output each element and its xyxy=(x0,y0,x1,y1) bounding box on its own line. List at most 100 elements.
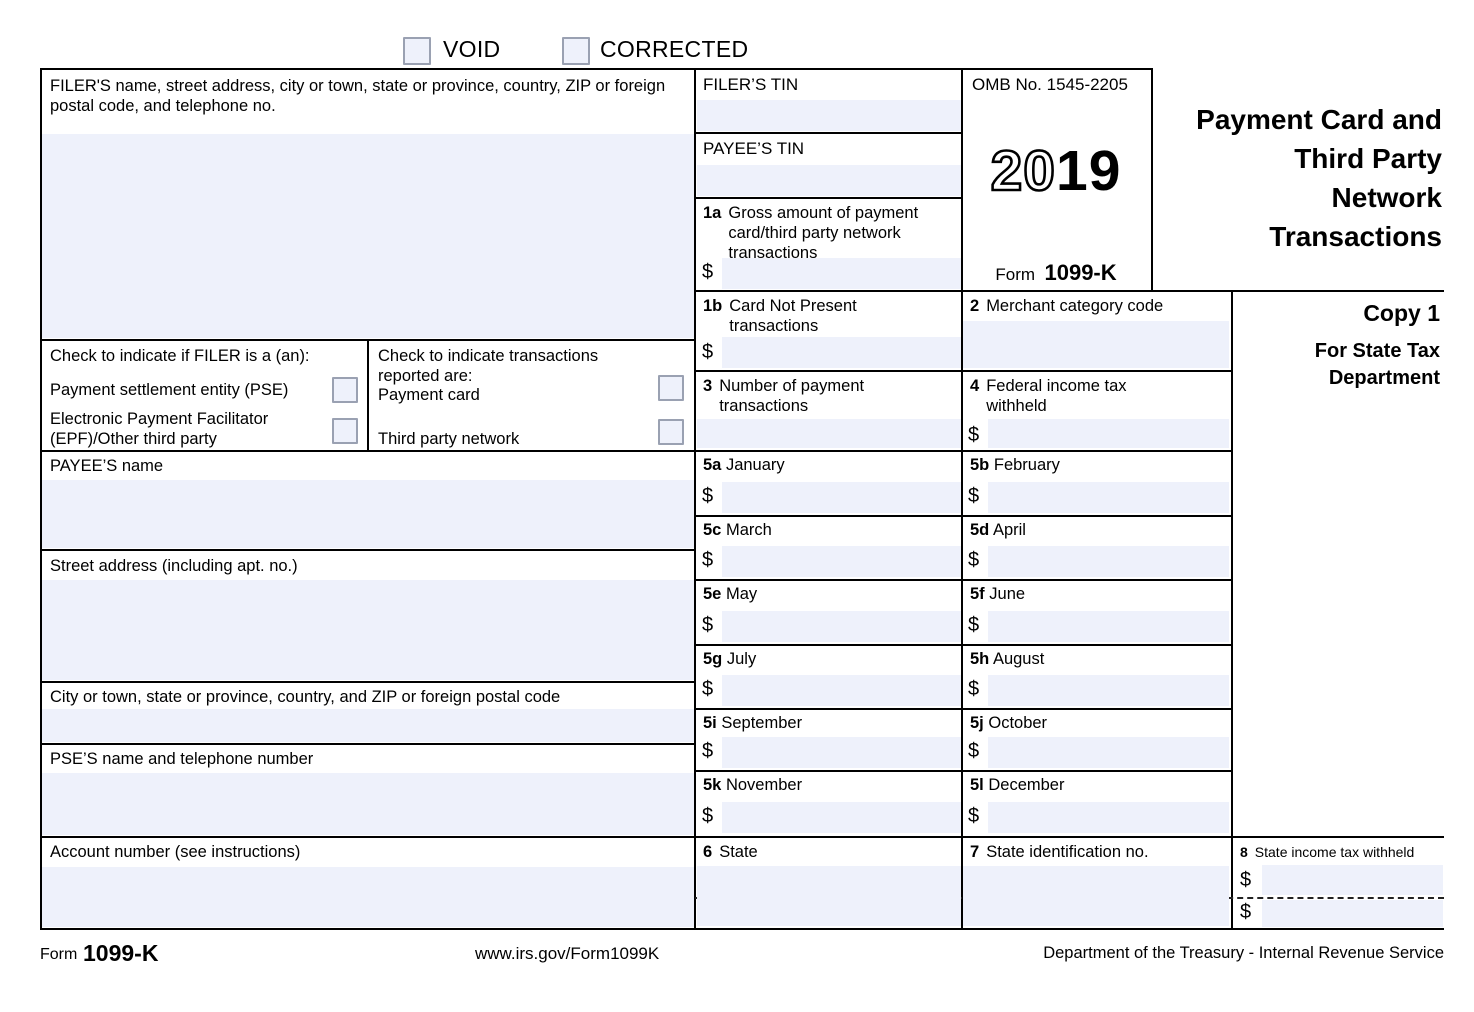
box-5h-currency: $ xyxy=(968,678,980,700)
box-8-label: 8 State income tax withheld xyxy=(1240,844,1415,860)
payee-name-field[interactable] xyxy=(42,480,694,548)
box-5g-field[interactable] xyxy=(722,675,961,706)
border-left xyxy=(40,68,42,930)
pse-check-label: Payment settlement entity (PSE) xyxy=(50,381,289,399)
divider-m2 xyxy=(695,579,1233,581)
box-1b-field[interactable] xyxy=(722,337,961,368)
box-5b-currency: $ xyxy=(968,485,980,507)
box-5g-label: 5g July xyxy=(703,650,757,668)
divider-1a-bottom xyxy=(695,290,1444,292)
box-1a-field[interactable] xyxy=(722,258,961,289)
box-5e-label: 5e May xyxy=(703,585,758,603)
box-5l-label: 5l December xyxy=(970,776,1065,794)
divider-tin2 xyxy=(695,197,962,199)
footer-url[interactable]: www.irs.gov/Form1099K xyxy=(475,944,660,963)
box-5b-label: 5b February xyxy=(970,456,1060,474)
city-field[interactable] xyxy=(42,709,694,742)
box-2-field[interactable] xyxy=(963,321,1229,368)
box-5e-field[interactable] xyxy=(722,611,961,642)
payment-card-checkbox[interactable] xyxy=(658,375,684,401)
tax-year: 2019 xyxy=(989,138,1122,205)
box-1a-currency: $ xyxy=(702,261,714,283)
box-8-currency-bottom: $ xyxy=(1240,901,1252,923)
void-checkbox[interactable] xyxy=(403,37,431,65)
box-7-label: 7 State identification no. xyxy=(970,843,1149,861)
box-4-currency: $ xyxy=(968,424,980,446)
box-5e-currency: $ xyxy=(702,614,714,636)
box-5i-currency: $ xyxy=(702,740,714,762)
box-5l-field[interactable] xyxy=(988,802,1229,833)
divider-tin1 xyxy=(695,132,962,134)
corrected-label: CORRECTED xyxy=(600,36,749,62)
box-5c-label: 5c March xyxy=(703,521,772,539)
txn-check-title: Check to indicate transactions reported … xyxy=(378,347,599,385)
divider-m4 xyxy=(695,708,1233,710)
box-5i-label: 5i September xyxy=(703,714,803,732)
pse-checkbox[interactable] xyxy=(332,377,358,403)
box-5i-field[interactable] xyxy=(722,737,961,768)
pse-name-label: PSE’S name and telephone number xyxy=(50,750,314,768)
divider-city-bottom xyxy=(40,743,695,745)
divider-copy-left xyxy=(1231,290,1233,930)
box-5f-label: 5f June xyxy=(970,585,1026,603)
filer-check-title: Check to indicate if FILER is a (an): xyxy=(50,347,310,365)
divider-m3 xyxy=(695,644,1233,646)
box-5f-field[interactable] xyxy=(988,611,1229,642)
payee-tin-label: PAYEE’S TIN xyxy=(703,139,805,158)
box-6-label: 6 State xyxy=(703,843,758,861)
filer-info-field[interactable] xyxy=(42,134,694,338)
box-1b-label: 1b Card Not Present transactions xyxy=(703,297,857,335)
corrected-checkbox[interactable] xyxy=(562,37,590,65)
box-5l-currency: $ xyxy=(968,805,980,827)
form-title: Payment Card and Third Party Network Tra… xyxy=(1196,104,1442,252)
box-5j-field[interactable] xyxy=(988,737,1229,768)
box-5d-field[interactable] xyxy=(988,546,1229,577)
epf-checkbox[interactable] xyxy=(332,418,358,444)
street-address-field[interactable] xyxy=(42,580,694,680)
box-4-label: 4 Federal income tax withheld xyxy=(970,377,1127,415)
divider-payee-bottom xyxy=(40,549,695,551)
box-4-field[interactable] xyxy=(988,419,1229,448)
box-5h-field[interactable] xyxy=(988,675,1229,706)
street-address-label: Street address (including apt. no.) xyxy=(50,557,298,575)
footer-form-word: Form xyxy=(40,946,78,963)
box-5h-label: 5h August xyxy=(970,650,1045,668)
filer-info-label: FILER'S name, street address, city or to… xyxy=(50,77,666,115)
account-number-label: Account number (see instructions) xyxy=(50,843,301,861)
omb-number: OMB No. 1545-2205 xyxy=(972,75,1128,94)
copy-label: Copy 1 xyxy=(1363,300,1440,326)
box-5g-currency: $ xyxy=(702,678,714,700)
divider-m5 xyxy=(695,770,1233,772)
box-8-field-bottom[interactable] xyxy=(1262,900,1443,927)
box-7-field[interactable] xyxy=(963,866,1229,926)
divider-staterow-top xyxy=(40,836,1444,838)
box-5b-field[interactable] xyxy=(988,482,1229,513)
divider-col-mid xyxy=(961,68,963,930)
border-top xyxy=(40,68,1153,70)
border-bottom xyxy=(40,928,1444,930)
account-number-field[interactable] xyxy=(42,867,694,927)
divider-col-main xyxy=(694,68,696,930)
divider-street-bottom xyxy=(40,681,695,683)
omb-form-number: Form 1099-K xyxy=(995,260,1117,285)
box-5a-currency: $ xyxy=(702,485,714,507)
box-5k-field[interactable] xyxy=(722,802,961,833)
divider-omb-right xyxy=(1151,68,1153,291)
box-6-field[interactable] xyxy=(697,866,961,926)
divider-m1 xyxy=(695,515,1233,517)
payee-name-label: PAYEE’S name xyxy=(50,457,164,475)
box-5a-field[interactable] xyxy=(722,482,961,513)
box-1b-currency: $ xyxy=(702,341,714,363)
box-2-label: 2 Merchant category code xyxy=(970,297,1164,315)
payment-card-label: Payment card xyxy=(378,386,480,404)
box-3-field[interactable] xyxy=(697,419,961,448)
box-8-field-top[interactable] xyxy=(1262,865,1443,895)
box-5c-field[interactable] xyxy=(722,546,961,577)
filer-tin-field[interactable] xyxy=(697,100,961,131)
filer-tin-label: FILER’S TIN xyxy=(703,75,799,94)
payee-tin-field[interactable] xyxy=(697,165,961,196)
pse-name-field[interactable] xyxy=(42,773,694,835)
third-party-checkbox[interactable] xyxy=(658,419,684,445)
footer-agency: Department of the Treasury - Internal Re… xyxy=(1043,944,1444,962)
city-label: City or town, state or province, country… xyxy=(50,688,561,706)
